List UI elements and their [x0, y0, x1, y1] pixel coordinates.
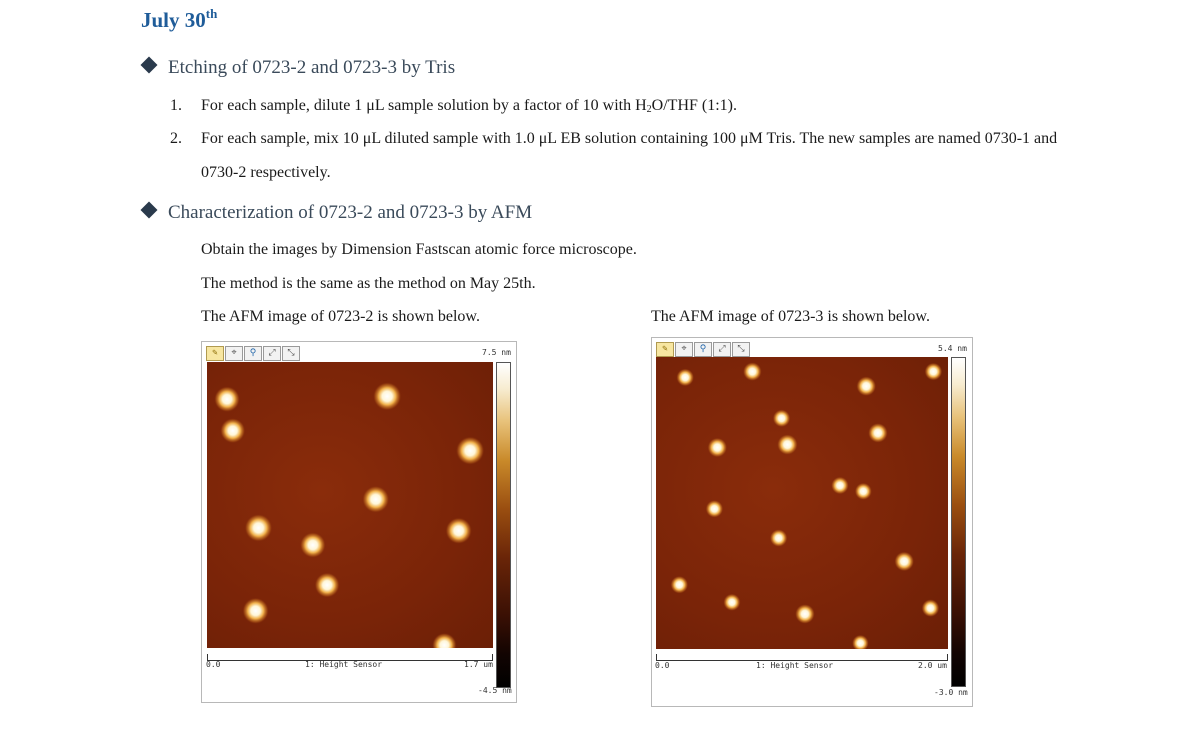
scale-start-label: 0.0: [206, 660, 221, 669]
image-caption-right: The AFM image of 0723-3 is shown below.: [651, 308, 930, 325]
pencil-icon[interactable]: ✎: [206, 346, 224, 361]
step-2-text-line1: For each sample, mix 10 μL diluted sampl…: [201, 130, 1058, 147]
step-number: 1.: [170, 97, 182, 114]
afm-image-panel-0723-3: ✎ ⌖ ⚲ ⤢ ⤡ 5.4 nm 0.0 1: Height Sensor 2.…: [651, 337, 973, 707]
zoom-out-icon[interactable]: ⤡: [282, 346, 300, 361]
afm-particle: [214, 386, 241, 413]
cursor-icon[interactable]: ⌖: [675, 342, 693, 357]
afm-particle: [244, 513, 273, 542]
scale-end-label: 1.7 um: [464, 660, 493, 669]
section-heading-afm: Characterization of 0723-2 and 0723-3 by…: [140, 201, 532, 224]
afm-particle: [742, 362, 762, 382]
color-scale-bar: [496, 362, 511, 688]
diamond-bullet-icon: [140, 201, 158, 219]
afm-particle: [299, 532, 326, 559]
image-caption-left: The AFM image of 0723-2 is shown below.: [201, 308, 480, 325]
afm-particles: [670, 362, 943, 649]
afm-particle: [794, 603, 815, 624]
afm-particle: [854, 482, 873, 501]
afm-instrument-text: Obtain the images by Dimension Fastscan …: [201, 241, 637, 258]
afm-particle: [867, 422, 888, 443]
diamond-bullet-icon: [140, 56, 158, 74]
afm-toolbar: ✎ ⌖ ⚲ ⤢ ⤡: [656, 342, 751, 357]
afm-method-text: The method is the same as the method on …: [201, 275, 536, 292]
afm-particle: [921, 599, 940, 618]
afm-image-panel-0723-2: ✎ ⌖ ⚲ ⤢ ⤡ 7.5 nm 0.0 1: Height Sensor 1.…: [201, 341, 517, 703]
afm-particle: [723, 593, 741, 612]
afm-particle: [924, 362, 943, 381]
color-scale-min-label: -4.5 nm: [478, 686, 512, 695]
afm-particle: [432, 632, 457, 648]
afm-particles: [214, 382, 485, 648]
afm-particle: [362, 485, 390, 513]
afm-particle: [769, 529, 788, 548]
afm-particle: [772, 409, 791, 428]
afm-particle: [830, 476, 849, 495]
step-1-text: For each sample, dilute 1 μL sample solu…: [201, 97, 737, 115]
scale-bar-line: [656, 654, 948, 661]
afm-particle: [314, 572, 340, 598]
afm-particle: [776, 434, 798, 456]
color-scale-bar: [951, 357, 966, 687]
afm-particle: [455, 436, 485, 465]
afm-height-map: [207, 362, 493, 648]
channel-label: 1: Height Sensor: [305, 660, 383, 669]
scale-start-label: 0.0: [655, 661, 670, 670]
scale-bar-line: [207, 654, 493, 661]
channel-label: 1: Height Sensor: [756, 661, 834, 670]
afm-particle: [670, 575, 689, 594]
color-scale-min-label: -3.0 nm: [934, 688, 968, 697]
magnifier-icon[interactable]: ⚲: [694, 342, 712, 357]
afm-particle: [707, 437, 728, 458]
zoom-in-icon[interactable]: ⤢: [263, 346, 281, 361]
page-date-heading: July 30th: [141, 6, 218, 32]
afm-particle: [894, 551, 915, 572]
pencil-icon[interactable]: ✎: [656, 342, 674, 357]
afm-particle: [445, 517, 473, 545]
color-scale-max-label: 5.4 nm: [938, 344, 967, 353]
afm-particle: [676, 368, 695, 387]
afm-particle: [220, 417, 246, 444]
step-number: 2.: [170, 130, 182, 147]
scale-end-label: 2.0 um: [918, 661, 947, 670]
color-scale-max-label: 7.5 nm: [482, 348, 511, 357]
afm-particle: [372, 382, 402, 411]
afm-particle: [856, 376, 877, 397]
section-heading-etching: Etching of 0723-2 and 0723-3 by Tris: [140, 56, 455, 79]
step-2-text-line2: 0730-2 respectively.: [201, 164, 331, 181]
zoom-out-icon[interactable]: ⤡: [732, 342, 750, 357]
zoom-in-icon[interactable]: ⤢: [713, 342, 731, 357]
afm-toolbar: ✎ ⌖ ⚲ ⤢ ⤡: [206, 346, 301, 361]
cursor-icon[interactable]: ⌖: [225, 346, 243, 361]
magnifier-icon[interactable]: ⚲: [244, 346, 262, 361]
afm-particle: [242, 597, 269, 625]
afm-particle: [851, 634, 869, 649]
afm-particle: [705, 499, 724, 518]
afm-height-map: [656, 357, 948, 649]
